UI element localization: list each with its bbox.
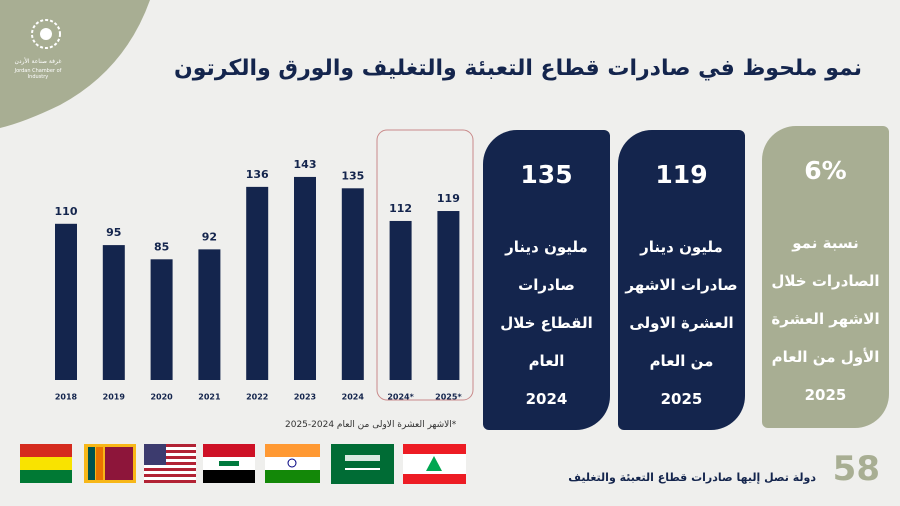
value-label: 136 — [246, 168, 269, 181]
stat-number: 6% — [804, 156, 847, 185]
stat-line: القطاع خلال — [500, 314, 593, 332]
stat-line: صادرات — [518, 276, 575, 294]
country-count: 58 — [832, 449, 880, 489]
stat-line: 2024 — [525, 390, 568, 408]
bar — [55, 223, 77, 380]
stat-line: الاشهر العشرة — [771, 310, 880, 328]
stat-text: مليون دينار صادرات القطاع خلال العام 2024 — [483, 228, 610, 418]
value-label: 95 — [106, 226, 121, 239]
bar — [246, 186, 269, 380]
logo-mark — [40, 28, 52, 40]
stat-text: نسبة نمو الصادرات خلال الاشهر العشرة الأول … — [762, 224, 889, 414]
flag-usa — [144, 444, 196, 483]
logo-text: Jordan Chamber of Industry — [14, 68, 62, 80]
bar — [437, 211, 460, 380]
flag-lebanon — [403, 444, 466, 484]
stat-line: الأول من العام — [771, 348, 880, 366]
flag-saudi — [331, 444, 394, 484]
stat-line: نسبة نمو — [792, 234, 859, 252]
logo-mark — [31, 19, 61, 49]
value-label: 135 — [341, 169, 364, 182]
x-tick-label: 2021 — [198, 393, 221, 402]
flag-bolivia — [20, 444, 72, 483]
highlight-box — [376, 129, 474, 401]
x-tick-label: 2020 — [150, 393, 173, 402]
stat-line: صادرات الاشهر — [625, 276, 738, 294]
footnote: *الاشهر العشرة الاولى من العام 2024-2025 — [285, 420, 457, 430]
flag-srilanka — [84, 444, 136, 483]
stat-card: 6% نسبة نمو الصادرات خلال الاشهر العشرة الأو… — [762, 126, 889, 428]
bar — [341, 188, 364, 380]
x-tick-label: 2024 — [342, 393, 365, 402]
stat-line: من العام — [649, 352, 714, 370]
stat-line: الصادرات خلال — [771, 272, 880, 290]
bar — [294, 176, 316, 380]
stat-line: 2025 — [804, 386, 847, 404]
value-label: 110 — [55, 205, 78, 218]
corner-shape — [0, 0, 150, 128]
stat-line: مليون دينار — [640, 238, 723, 256]
stat-line: العشرة الاولى — [629, 314, 734, 332]
stat-text: مليون دينار صادرات الاشهر العشرة الاولى من … — [618, 228, 745, 418]
bar — [389, 220, 412, 380]
x-tick-label: 2025* — [435, 393, 462, 402]
flag-india — [265, 444, 320, 483]
stat-number: 135 — [520, 160, 573, 189]
value-label: 85 — [154, 240, 169, 253]
bar — [102, 245, 125, 380]
stat-line: مليون دينار — [505, 238, 588, 256]
value-label: 92 — [202, 230, 217, 243]
value-label: 119 — [437, 192, 460, 205]
country-count-label: دولة تصل إليها صادرات قطاع التعبئة والتغ… — [568, 471, 816, 484]
stat-line: العام — [528, 352, 565, 370]
x-tick-label: 2019 — [103, 393, 126, 402]
value-label: 143 — [294, 158, 317, 171]
logo-text: غرفة صناعة الأردن — [14, 58, 62, 65]
value-label: 112 — [389, 202, 412, 215]
x-tick-label: 2022 — [246, 393, 268, 402]
x-tick-label: 2023 — [294, 393, 316, 402]
flag-iraq — [203, 444, 255, 483]
stat-card: 119 مليون دينار صادرات الاشهر العشرة الاولى… — [618, 130, 745, 430]
bar — [198, 249, 221, 380]
stat-line: 2025 — [660, 390, 703, 408]
bar — [150, 259, 173, 380]
flags — [20, 444, 466, 484]
stat-number: 119 — [655, 160, 708, 189]
x-tick-label: 2018 — [55, 393, 78, 402]
title: نمو ملحوظ في صادرات قطاع التعبئة والتغلي… — [173, 56, 862, 81]
x-tick-label: 2024* — [387, 393, 414, 402]
stat-card: 135 مليون دينار صادرات القطاع خلال العام 2024 — [483, 130, 610, 430]
